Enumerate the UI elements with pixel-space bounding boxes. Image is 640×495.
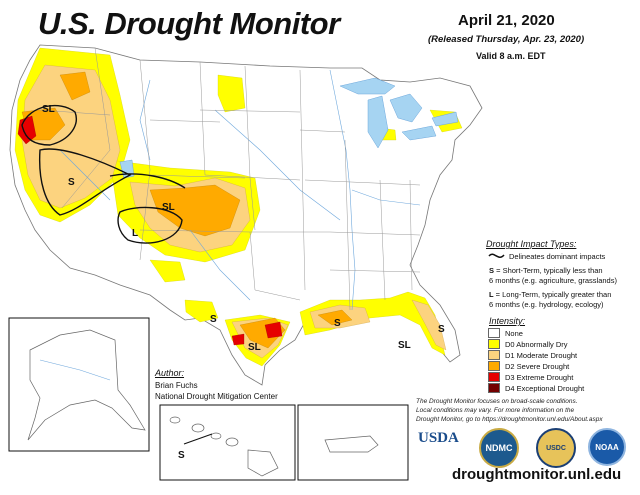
hawaii-impact-line xyxy=(183,433,213,445)
intensity-swatch xyxy=(488,372,500,382)
usda-logo-text: USDA xyxy=(418,430,459,446)
intensity-legend-row: None xyxy=(488,328,523,338)
usdc-logo-text: USDC xyxy=(546,444,566,452)
intensity-legend-row: D4 Exceptional Drought xyxy=(488,383,584,393)
release-date: (Released Thursday, Apr. 23, 2020) xyxy=(428,34,585,45)
short-term-key: S xyxy=(489,266,495,275)
long-term-key: L xyxy=(489,290,494,299)
intensity-label: D0 Abnormally Dry xyxy=(505,339,568,349)
author-name: Brian Fuchs xyxy=(155,381,198,390)
intensity-swatch xyxy=(488,361,500,371)
intensity-legend-row: D3 Extreme Drought xyxy=(488,372,573,382)
map-date: April 21, 2020 xyxy=(458,12,555,29)
label-s-gulf: S xyxy=(334,318,341,329)
author-org: National Drought Mitigation Center xyxy=(155,392,278,401)
impact-line-sample xyxy=(488,253,505,258)
footer-url[interactable]: droughtmonitor.unl.edu xyxy=(452,466,622,483)
intensity-title: Intensity: xyxy=(489,316,526,326)
label-sl-texas: SL xyxy=(248,342,261,353)
short-term-desc: = Short-Term, typically less than xyxy=(494,266,603,275)
label-s-hawaii: S xyxy=(178,450,185,461)
intensity-swatch xyxy=(488,339,500,349)
usdc-logo: USDC xyxy=(536,428,576,468)
intensity-label: D4 Exceptional Drought xyxy=(505,383,585,393)
label-s-florida: S xyxy=(438,324,445,335)
alaska-river xyxy=(39,359,111,381)
map-title: U.S. Drought Monitor xyxy=(38,6,340,41)
label-sl-oregon: SL xyxy=(42,104,55,115)
intensity-swatch xyxy=(488,328,500,338)
usda-logo: USDA xyxy=(418,430,462,458)
valid-time: Valid 8 a.m. EDT xyxy=(476,51,546,61)
intensity-label: None xyxy=(505,328,523,338)
great-lakes xyxy=(119,77,459,179)
alaska-shape xyxy=(27,329,146,441)
long-term-desc: = Long-Term, typically greater than xyxy=(493,290,612,299)
long-term-line2: 6 months (e.g. hydrology, ecology) xyxy=(489,300,604,309)
long-term-line1: L = Long-Term, typically greater than xyxy=(489,290,611,299)
short-term-line2: 6 months (e.g. agriculture, grasslands) xyxy=(489,276,617,285)
label-l-utah: L xyxy=(132,228,138,239)
label-sl-colorado: SL xyxy=(162,202,175,213)
intensity-label: D1 Moderate Drought xyxy=(505,350,578,360)
label-s-nevada: S xyxy=(68,177,75,188)
label-s-texas-west: S xyxy=(210,314,217,325)
hawaii-islands xyxy=(169,416,279,477)
noaa-logo-text: NOAA xyxy=(595,442,619,452)
ndmc-logo-text: NDMC xyxy=(485,443,513,453)
intensity-label: D2 Severe Drought xyxy=(505,361,570,371)
noaa-logo: NOAA xyxy=(588,428,626,466)
note-line-2: Local conditions may vary. For more info… xyxy=(416,407,575,414)
intensity-legend-row: D1 Moderate Drought xyxy=(488,350,577,360)
note-line-3: Drought Monitor, go to https://droughtmo… xyxy=(416,416,603,423)
d2-areas xyxy=(21,71,353,349)
impact-lines xyxy=(21,104,186,244)
state-boundaries xyxy=(39,47,421,311)
intensity-legend-row: D2 Severe Drought xyxy=(488,361,569,371)
note-line-1: The Drought Monitor focuses on broad-sca… xyxy=(416,398,578,405)
intensity-swatch xyxy=(488,350,500,360)
delineates-text: Delineates dominant impacts xyxy=(509,252,606,261)
impact-types-title: Drought Impact Types: xyxy=(486,239,577,249)
author-title: Author: xyxy=(155,368,185,378)
ndmc-logo: NDMC xyxy=(479,428,519,468)
short-term-line1: S = Short-Term, typically less than xyxy=(489,266,603,275)
puerto-rico-shape xyxy=(324,435,379,453)
rivers xyxy=(59,69,421,311)
label-sl-florida: SL xyxy=(398,340,411,351)
intensity-swatch xyxy=(488,383,500,393)
intensity-label: D3 Extreme Drought xyxy=(505,372,574,382)
intensity-legend-row: D0 Abnormally Dry xyxy=(488,339,568,349)
